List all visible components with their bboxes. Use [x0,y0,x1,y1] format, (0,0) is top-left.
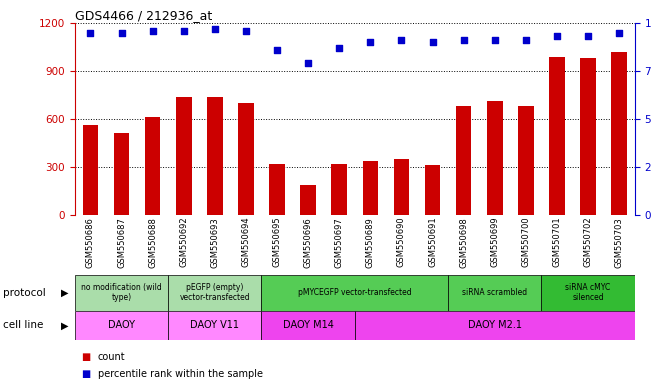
Text: GSM550686: GSM550686 [86,217,95,268]
Bar [580,58,596,215]
Bar [75,275,168,311]
Text: GSM550688: GSM550688 [148,217,157,268]
Point [272,47,283,53]
Text: GSM550700: GSM550700 [521,217,531,267]
Point [210,26,220,32]
Text: GSM550696: GSM550696 [303,217,312,268]
Point [552,33,562,40]
Point [458,37,469,43]
Text: pEGFP (empty)
vector-transfected: pEGFP (empty) vector-transfected [180,283,250,303]
Point [396,37,407,43]
Text: percentile rank within the sample: percentile rank within the sample [98,369,262,379]
Point [147,28,158,34]
Bar [487,101,503,215]
Bar [549,56,564,215]
Point [365,39,376,45]
Point [427,39,437,45]
Bar [542,275,635,311]
Bar [424,166,440,215]
Bar [331,164,347,215]
Bar [75,311,168,340]
Point [117,30,127,36]
Text: GSM550690: GSM550690 [397,217,406,267]
Text: siRNA scrambled: siRNA scrambled [462,288,527,297]
Text: ■: ■ [81,369,90,379]
Text: GSM550689: GSM550689 [366,217,375,268]
Text: DAOY M2.1: DAOY M2.1 [468,320,521,331]
Bar [168,311,262,340]
Text: GDS4466 / 212936_at: GDS4466 / 212936_at [75,9,212,22]
Text: ▶: ▶ [61,288,68,298]
Point [583,33,593,40]
Point [521,37,531,43]
Point [303,60,313,66]
Text: cell line: cell line [3,320,44,331]
Point [490,37,500,43]
Bar [300,185,316,215]
Text: no modification (wild
type): no modification (wild type) [81,283,162,303]
Text: count: count [98,352,125,362]
Text: GSM550691: GSM550691 [428,217,437,267]
Bar [145,118,160,215]
Text: GSM550687: GSM550687 [117,217,126,268]
Bar [262,275,448,311]
Text: pMYCEGFP vector-transfected: pMYCEGFP vector-transfected [298,288,411,297]
Text: protocol: protocol [3,288,46,298]
Bar [83,126,98,215]
Text: GSM550703: GSM550703 [615,217,624,268]
Text: GSM550698: GSM550698 [459,217,468,268]
Text: ▶: ▶ [61,320,68,331]
Bar [238,103,254,215]
Text: siRNA cMYC
silenced: siRNA cMYC silenced [566,283,611,303]
Text: GSM550692: GSM550692 [179,217,188,267]
Text: DAOY V11: DAOY V11 [190,320,240,331]
Text: GSM550702: GSM550702 [583,217,592,267]
Point [178,28,189,34]
Text: GSM550693: GSM550693 [210,217,219,268]
Bar [262,311,355,340]
Bar [394,159,409,215]
Point [614,30,624,36]
Point [85,30,96,36]
Text: GSM550695: GSM550695 [273,217,281,267]
Point [241,28,251,34]
Bar [518,106,534,215]
Text: GSM550694: GSM550694 [242,217,251,267]
Bar [207,97,223,215]
Text: DAOY: DAOY [108,320,135,331]
Text: GSM550697: GSM550697 [335,217,344,268]
Text: DAOY M14: DAOY M14 [283,320,333,331]
Text: GSM550701: GSM550701 [553,217,561,267]
Bar [114,133,130,215]
Bar [363,161,378,215]
Bar [456,106,471,215]
Bar [270,164,285,215]
Bar [168,275,262,311]
Bar [611,52,627,215]
Text: GSM550699: GSM550699 [490,217,499,267]
Point [334,45,344,51]
Bar [355,311,635,340]
Text: ■: ■ [81,352,90,362]
Bar [176,97,191,215]
Bar [448,275,542,311]
